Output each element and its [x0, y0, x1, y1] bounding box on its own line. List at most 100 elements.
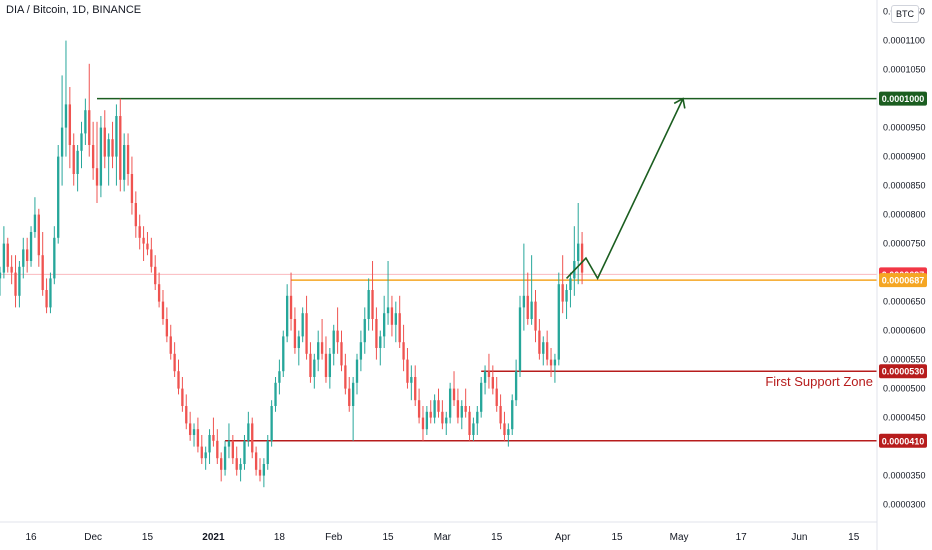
candle-body: [305, 313, 308, 354]
candle-body: [173, 353, 176, 372]
candle-body: [220, 458, 223, 470]
candle-body: [282, 336, 285, 372]
candle-body: [0, 272, 2, 279]
candle-body: [235, 458, 238, 470]
candle-body: [491, 377, 494, 389]
candle-body: [483, 371, 487, 383]
candle-body: [154, 266, 157, 285]
candle-body: [80, 133, 83, 151]
candle-body: [115, 116, 118, 157]
candle-body: [212, 435, 215, 441]
currency-button[interactable]: BTC: [891, 5, 919, 23]
x-tick-label: Apr: [555, 532, 571, 543]
x-tick-label: 17: [736, 532, 748, 543]
candle-body: [355, 359, 359, 383]
price-label: 0.0001000: [882, 94, 925, 104]
candle-body: [126, 145, 130, 174]
candle-body: [111, 139, 114, 157]
candle-body: [146, 243, 149, 250]
candle-body: [433, 400, 436, 418]
y-tick-label: 0.0000500: [883, 384, 926, 394]
candle-body: [188, 423, 192, 435]
candle-body: [336, 330, 339, 343]
y-tick-label: 0.0000950: [883, 123, 926, 133]
candle-body: [270, 406, 273, 441]
candle-body: [107, 139, 110, 157]
candle-body: [425, 411, 429, 430]
candle-body: [480, 382, 483, 412]
candle-body: [41, 255, 44, 290]
candle-body: [181, 388, 184, 406]
candle-body: [460, 406, 463, 418]
candle-body: [196, 429, 200, 447]
candle-body: [538, 330, 541, 354]
candle-body: [375, 319, 378, 348]
x-tick-label: 2021: [202, 532, 225, 543]
x-tick-label: Mar: [434, 532, 452, 543]
candle-body: [383, 313, 386, 337]
candle-body: [429, 411, 432, 418]
candle-body: [371, 290, 374, 319]
candle-body: [84, 110, 87, 134]
candle-body: [119, 116, 122, 180]
candle-body: [293, 319, 297, 348]
candle-body: [526, 295, 529, 319]
candle-body: [88, 110, 91, 145]
candle-body: [332, 330, 335, 354]
candle-body: [549, 359, 553, 366]
candle-body: [227, 440, 231, 447]
x-tick-label: Dec: [84, 532, 102, 543]
price-label-bg: [879, 364, 927, 379]
candle-body: [266, 440, 269, 464]
candle-body: [309, 353, 312, 377]
chart-title: DIA / Bitcoin, 1D, BINANCE: [6, 4, 142, 16]
candle-body: [247, 423, 250, 441]
candle-body: [53, 237, 56, 279]
candle-body: [258, 469, 262, 476]
candle-body: [557, 284, 560, 360]
candle-body: [421, 417, 425, 430]
y-tick-label: 0.0000650: [883, 297, 926, 307]
candle-body: [324, 353, 328, 377]
candle-body: [534, 301, 537, 331]
candle-body: [441, 411, 444, 424]
candle-body: [344, 365, 347, 389]
candle-body: [379, 336, 382, 348]
candle-body: [348, 388, 351, 406]
candle-body: [25, 249, 29, 261]
candle-body: [580, 243, 584, 273]
candle-body: [289, 295, 293, 319]
candle-body: [394, 313, 397, 325]
candle-body: [518, 307, 522, 372]
candle-body: [161, 301, 165, 319]
candle-body: [130, 174, 134, 203]
candle-body: [452, 388, 456, 401]
candle-body: [231, 440, 234, 459]
candle-body: [313, 359, 316, 377]
candle-body: [507, 429, 510, 435]
candle-body: [445, 417, 448, 424]
candle-body: [10, 266, 13, 273]
y-tick-label: 0.0000450: [883, 413, 926, 423]
levels: [0, 97, 877, 442]
candle-body: [402, 342, 405, 360]
candle-body: [29, 232, 33, 261]
candle-body: [123, 145, 126, 180]
y-tick-label: 0.0000350: [883, 471, 926, 481]
candle-body: [150, 249, 153, 267]
candle-body: [2, 243, 6, 273]
candle-body: [68, 104, 72, 145]
candle-body: [320, 342, 324, 354]
candle-body: [262, 464, 266, 476]
candle-body: [448, 388, 452, 418]
candle-body: [22, 249, 25, 267]
candle-body: [386, 307, 390, 314]
y-tick-label: 0.0000850: [883, 181, 926, 191]
y-tick-label: 0.0000750: [883, 239, 926, 249]
candle-body: [522, 295, 526, 308]
projection-arrowhead: [673, 97, 686, 109]
candle-body: [18, 266, 21, 296]
candle-body: [64, 104, 68, 128]
candle-body: [456, 400, 460, 418]
